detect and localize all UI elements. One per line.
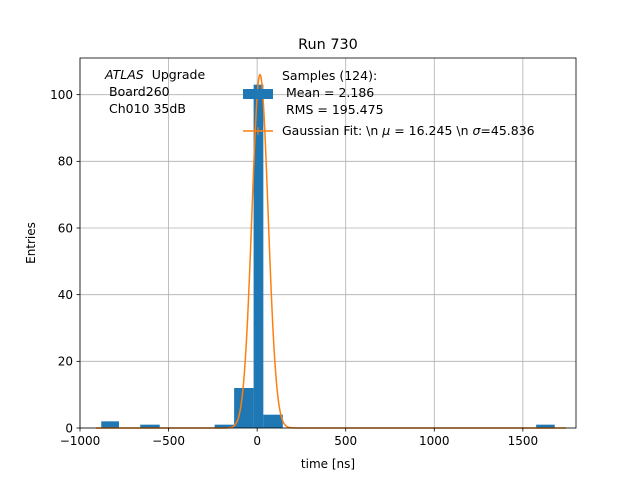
y-tick-label: 100 [50, 88, 73, 102]
histogram-bar [140, 424, 160, 428]
x-tick-label: 0 [253, 434, 261, 448]
y-tick-label: 80 [58, 155, 73, 169]
x-tick-label: 1500 [508, 434, 539, 448]
chart-title: Run 730 [298, 37, 358, 53]
legend-fit-text: Gaussian Fit: \n μ = 16.245 \n σ=45.836 [282, 123, 535, 138]
legend-fit-mu-symbol: μ [381, 123, 390, 138]
channel-label: Ch010 35dB [109, 101, 186, 116]
histogram-bar [214, 424, 235, 428]
histogram-bar [253, 84, 264, 429]
legend-rms: RMS = 195.475 [286, 102, 384, 117]
y-tick-label: 40 [58, 288, 73, 302]
x-tick-label: 1000 [419, 434, 450, 448]
histogram-bar [101, 421, 119, 428]
atlas-annotation: ATLAS Upgrade Board260 Ch010 35dB [104, 67, 205, 116]
upgrade-label: Upgrade [152, 67, 206, 82]
histogram-bars [101, 84, 555, 429]
plot-frame [79, 57, 577, 429]
y-axis-ticks: 0 20 40 60 80 100 [50, 88, 80, 435]
svg-text:ATLAS Upgrade: ATLAS Upgrade [104, 67, 205, 82]
board-label: Board260 [109, 84, 170, 99]
legend-fit-prefix: Gaussian Fit: \n [282, 123, 382, 138]
x-axis-label: time [ns] [301, 457, 355, 471]
legend-fit-mu-value: = 16.245 \n [390, 123, 472, 138]
histogram-bar [536, 424, 555, 428]
y-axis-label: Entries [24, 222, 38, 264]
x-tick-label: −1000 [60, 434, 101, 448]
y-tick-label: 20 [58, 355, 73, 369]
experiment-name: ATLAS [104, 67, 144, 82]
legend-samples-title: Samples (124): [282, 68, 377, 83]
x-tick-label: −500 [152, 434, 185, 448]
legend-fit-sigma-symbol: σ [472, 123, 481, 138]
histogram-bar [263, 414, 283, 428]
legend-fit-marker: + [253, 124, 263, 138]
y-tick-label: 0 [65, 421, 73, 435]
x-axis-ticks: −1000 −500 0 500 1000 1500 [60, 428, 538, 448]
legend-histogram-swatch [243, 89, 273, 99]
legend: Samples (124): Mean = 2.186 RMS = 195.47… [243, 68, 535, 138]
legend-fit-sigma-value: =45.836 [480, 123, 534, 138]
legend-mean: Mean = 2.186 [286, 85, 374, 100]
y-tick-label: 60 [58, 221, 73, 235]
x-tick-label: 500 [334, 434, 357, 448]
